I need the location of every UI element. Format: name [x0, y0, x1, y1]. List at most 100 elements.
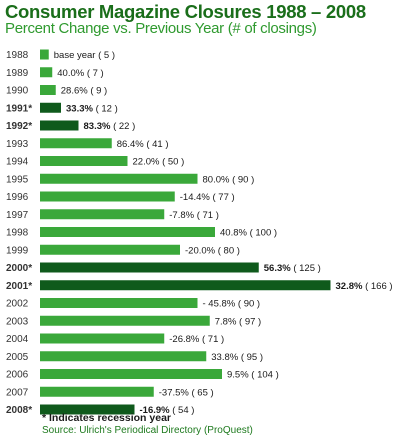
- year-label: 1990: [6, 86, 29, 97]
- bar-value-label: 33.8% ( 95 ): [211, 352, 263, 363]
- year-label: 1996: [6, 192, 29, 203]
- year-label: 2007: [6, 387, 29, 398]
- bar-value-label: 22.0% ( 50 ): [133, 157, 185, 168]
- year-label: 2000*: [6, 263, 32, 274]
- year-label: 1995: [6, 174, 29, 185]
- chart-title: Consumer Magazine Closures 1988 – 2008: [5, 1, 366, 22]
- year-label: 1988: [6, 50, 29, 61]
- bar: [40, 67, 53, 78]
- percent-change-label: - 45.8%: [203, 299, 236, 310]
- year-label: 1994: [6, 157, 29, 168]
- year-label: 1989: [6, 68, 29, 79]
- percent-change-label: 9.5%: [227, 370, 249, 381]
- percent-change-label: 7.8%: [215, 316, 237, 327]
- bar: [40, 404, 135, 415]
- percent-change-label: 83.3%: [84, 121, 111, 132]
- closings-count-label: ( 90 ): [235, 299, 260, 310]
- closings-count-label: ( 90 ): [229, 174, 254, 185]
- percent-change-label: 33.8%: [211, 352, 238, 363]
- bar-value-label: -7.8% ( 71 ): [169, 210, 219, 221]
- percent-change-label: 40.8%: [220, 228, 247, 239]
- closings-count-label: ( 65 ): [189, 387, 214, 398]
- bar: [40, 173, 198, 184]
- bar: [40, 49, 49, 60]
- closings-count-label: ( 104 ): [249, 370, 279, 381]
- bar-value-label: base year ( 5 ): [54, 50, 115, 61]
- closings-count-label: ( 166 ): [362, 281, 392, 292]
- closings-count-label: ( 71 ): [199, 334, 224, 345]
- bar-value-label: 9.5% ( 104 ): [227, 370, 279, 381]
- percent-change-label: 22.0%: [133, 157, 160, 168]
- bar: [40, 351, 207, 362]
- percent-change-label: -14.4%: [180, 192, 211, 203]
- bar-value-label: -14.4% ( 77 ): [180, 192, 235, 203]
- bar: [40, 298, 198, 308]
- percent-change-label: 56.3%: [264, 263, 291, 274]
- year-label: 2006: [6, 370, 29, 381]
- year-label: 2005: [6, 352, 29, 363]
- year-label: 2008*: [6, 405, 32, 416]
- closings-count-label: ( 80 ): [215, 245, 240, 256]
- bar-value-label: 28.6% ( 9 ): [61, 86, 107, 97]
- bar-value-label: 40.8% ( 100 ): [220, 228, 277, 239]
- year-label: 1998: [6, 228, 29, 239]
- bar-value-label: -16.9% ( 54 ): [140, 405, 195, 416]
- bar: [40, 386, 154, 397]
- year-label: 2003: [6, 316, 29, 327]
- source-note: Source: Ulrich's Periodical Directory (P…: [42, 425, 253, 436]
- percent-change-label: 80.0%: [203, 174, 230, 185]
- bar-value-label: -20.0% ( 80 ): [185, 245, 240, 256]
- bar: [40, 85, 56, 95]
- percent-change-label: 33.3%: [66, 103, 93, 114]
- percent-change-label: 86.4%: [117, 139, 144, 150]
- closings-count-label: ( 100 ): [247, 228, 277, 239]
- closings-count-label: ( 22 ): [110, 121, 135, 132]
- bar: [40, 262, 259, 273]
- closings-count-label: ( 50 ): [159, 157, 184, 168]
- bar-value-label: -37.5% ( 65 ): [159, 387, 214, 398]
- bar: [40, 369, 222, 379]
- bar-value-label: 83.3% ( 22 ): [84, 121, 136, 132]
- bar-value-label: 7.8% ( 97 ): [215, 316, 261, 327]
- percent-change-label: -20.0%: [185, 245, 216, 256]
- bar: [40, 102, 61, 113]
- closings-count-label: ( 54 ): [170, 405, 195, 416]
- recession-footnote: * Indicates recession year: [42, 412, 171, 424]
- year-label: 2004: [6, 334, 29, 345]
- percent-change-label: 32.8%: [336, 281, 363, 292]
- bar: [40, 280, 331, 291]
- bar: [40, 244, 180, 255]
- closings-count-label: ( 95 ): [238, 352, 263, 363]
- bar-value-label: -26.8% ( 71 ): [169, 334, 224, 345]
- year-label: 1993: [6, 139, 29, 150]
- closings-count-label: ( 77 ): [210, 192, 235, 203]
- percent-change-label: -7.8%: [169, 210, 194, 221]
- bar: [40, 120, 79, 131]
- year-label: 1991*: [6, 103, 32, 114]
- bar: [40, 156, 128, 166]
- year-label: 2002: [6, 299, 29, 310]
- year-label: 2001*: [6, 281, 32, 292]
- bar-value-label: 80.0% ( 90 ): [203, 174, 255, 185]
- bar: [40, 333, 165, 344]
- chart-subtitle: Percent Change vs. Previous Year (# of c…: [5, 20, 317, 37]
- bar: [40, 209, 165, 220]
- percent-change-label: -26.8%: [169, 334, 200, 345]
- closings-count-label: ( 9 ): [88, 86, 108, 97]
- closings-count-label: ( 12 ): [93, 103, 118, 114]
- percent-change-label: 28.6%: [61, 86, 88, 97]
- percent-change-label: -37.5%: [159, 387, 190, 398]
- bar-value-label: 86.4% ( 41 ): [117, 139, 169, 150]
- bar-value-label: 33.3% ( 12 ): [66, 103, 118, 114]
- closings-count-label: ( 97 ): [236, 316, 261, 327]
- closings-count-label: ( 125 ): [291, 263, 321, 274]
- percent-change-label: -16.9%: [140, 405, 171, 416]
- percent-change-label: base year: [54, 50, 96, 61]
- percent-change-label: 40.0%: [57, 68, 84, 79]
- year-label: 1997: [6, 210, 29, 221]
- closings-count-label: ( 7 ): [84, 68, 104, 79]
- bar-value-label: 40.0% ( 7 ): [57, 68, 103, 79]
- year-label: 1999: [6, 245, 29, 256]
- bar: [40, 315, 210, 326]
